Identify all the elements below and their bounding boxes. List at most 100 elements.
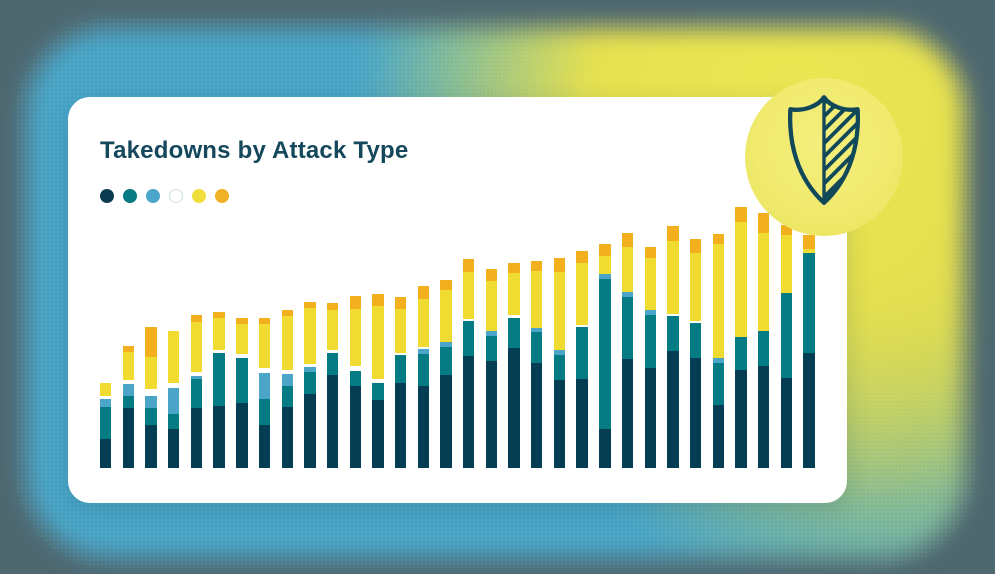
bar-segment-series-5-yellow [757, 233, 770, 331]
bar-column-6 [213, 312, 225, 468]
bar-segment-series-5-yellow [576, 263, 588, 325]
bar-segment-series-2-teal [168, 414, 180, 429]
bar-column-7 [236, 318, 248, 468]
bar-segment-series-6-amber [712, 234, 724, 244]
bar-column-17 [463, 259, 475, 468]
bar-column-32 [803, 235, 815, 468]
bar-segment-series-3-light-blue [258, 373, 271, 399]
series-2-swatch [123, 189, 137, 203]
bar-segment-series-4-white [326, 350, 339, 353]
bar-segment-series-5-yellow [803, 249, 815, 253]
bar-column-18 [485, 269, 498, 468]
bar-segment-series-1-dark-navy [644, 368, 656, 468]
bar-column-14 [394, 297, 407, 468]
bar-segment-series-4-white [304, 364, 316, 367]
bar-column-16 [440, 280, 452, 468]
bar-segment-series-2-teal [394, 355, 407, 383]
bar-segment-series-3-light-blue [621, 292, 634, 297]
bar-segment-series-1-dark-navy [757, 366, 770, 468]
bar-segment-series-1-dark-navy [440, 375, 452, 468]
bar-segment-series-1-dark-navy [508, 348, 520, 468]
bar-segment-series-4-white [508, 315, 520, 318]
shield-badge [745, 78, 903, 236]
bar-column-24 [621, 233, 634, 468]
bar-segment-series-1-dark-navy [190, 408, 203, 468]
bar-segment-series-1-dark-navy [576, 379, 588, 468]
bar-segment-series-5-yellow [168, 331, 180, 383]
bar-segment-series-6-amber [644, 247, 656, 258]
bar-segment-series-1-dark-navy [349, 386, 361, 468]
shield-half-hatched-icon [776, 95, 872, 210]
bar-segment-series-3-light-blue [553, 350, 566, 355]
bar-segment-series-6-amber [531, 261, 543, 271]
bar-segment-series-3-light-blue [440, 342, 452, 347]
bar-segment-series-5-yellow [508, 273, 520, 315]
bar-segment-series-6-amber [689, 239, 702, 253]
bar-segment-series-6-amber [145, 327, 157, 357]
bar-segment-series-2-teal [757, 331, 770, 366]
bar-column-22 [576, 251, 588, 468]
bar-segment-series-4-white [576, 325, 588, 327]
bar-segment-series-4-white [689, 321, 702, 323]
bar-segment-series-1-dark-navy [599, 429, 611, 468]
bar-column-27 [689, 239, 702, 468]
bar-segment-series-3-light-blue [122, 384, 135, 396]
bar-segment-series-1-dark-navy [281, 407, 293, 468]
bar-segment-series-4-white [417, 347, 430, 349]
bar-segment-series-2-teal [122, 396, 135, 408]
bar-segment-series-4-white [258, 368, 271, 373]
bar-segment-series-6-amber [258, 318, 271, 324]
bar-segment-series-1-dark-navy [100, 439, 112, 468]
bar-segment-series-6-amber [190, 315, 203, 322]
bar-column-31 [780, 225, 793, 468]
bar-segment-series-4-white [236, 354, 248, 358]
bar-column-1 [100, 383, 112, 468]
series-1-swatch [100, 189, 114, 203]
bar-segment-series-5-yellow [190, 322, 203, 372]
bar-segment-series-5-yellow [349, 309, 361, 366]
chart-title: Takedowns by Attack Type [100, 137, 409, 164]
bar-segment-series-3-light-blue [190, 376, 203, 379]
bar-segment-series-2-teal [689, 323, 702, 358]
bar-segment-series-5-yellow [100, 383, 112, 396]
bar-segment-series-6-amber [236, 318, 248, 324]
bar-column-11 [326, 303, 339, 468]
bar-segment-series-6-amber [463, 259, 475, 272]
bar-segment-series-2-teal [304, 372, 316, 394]
bar-segment-series-6-amber [417, 286, 430, 299]
bar-segment-series-6-amber [122, 346, 135, 352]
bar-segment-series-1-dark-navy [394, 383, 407, 468]
bar-column-12 [349, 296, 361, 468]
bar-segment-series-2-teal [735, 337, 747, 370]
bar-segment-series-5-yellow [667, 241, 679, 314]
bar-segment-series-2-teal [190, 379, 203, 408]
bar-segment-series-3-light-blue [145, 396, 157, 408]
bar-segment-series-5-yellow [599, 256, 611, 274]
bar-segment-series-3-light-blue [100, 399, 112, 407]
bar-segment-series-1-dark-navy [553, 380, 566, 468]
bar-segment-series-6-amber [780, 225, 793, 235]
bar-segment-series-2-teal [417, 354, 430, 386]
bar-segment-series-2-teal [281, 386, 293, 407]
bar-segment-series-5-yellow [417, 299, 430, 347]
series-6-swatch [215, 189, 229, 203]
bar-segment-series-2-teal [485, 336, 498, 361]
bar-segment-series-5-yellow [644, 258, 656, 310]
bar-segment-series-4-white [281, 370, 293, 374]
bar-segment-series-3-light-blue [485, 331, 498, 336]
bar-segment-series-4-white [394, 353, 407, 355]
chart-card: Takedowns by Attack Type [68, 97, 847, 503]
bar-segment-series-5-yellow [621, 247, 634, 292]
bar-segment-series-5-yellow [553, 272, 566, 350]
bar-segment-series-1-dark-navy [258, 425, 271, 468]
bar-segment-series-2-teal [145, 408, 157, 425]
bar-segment-series-5-yellow [394, 309, 407, 353]
bar-segment-series-2-teal [100, 407, 112, 439]
bar-segment-series-2-teal [258, 399, 271, 425]
bar-segment-series-2-teal [531, 332, 543, 363]
bar-segment-series-6-amber [213, 312, 225, 318]
bar-segment-series-2-teal [349, 371, 361, 386]
bar-segment-series-1-dark-navy [122, 408, 135, 468]
bar-column-29 [735, 207, 747, 468]
bar-segment-series-5-yellow [780, 235, 793, 293]
